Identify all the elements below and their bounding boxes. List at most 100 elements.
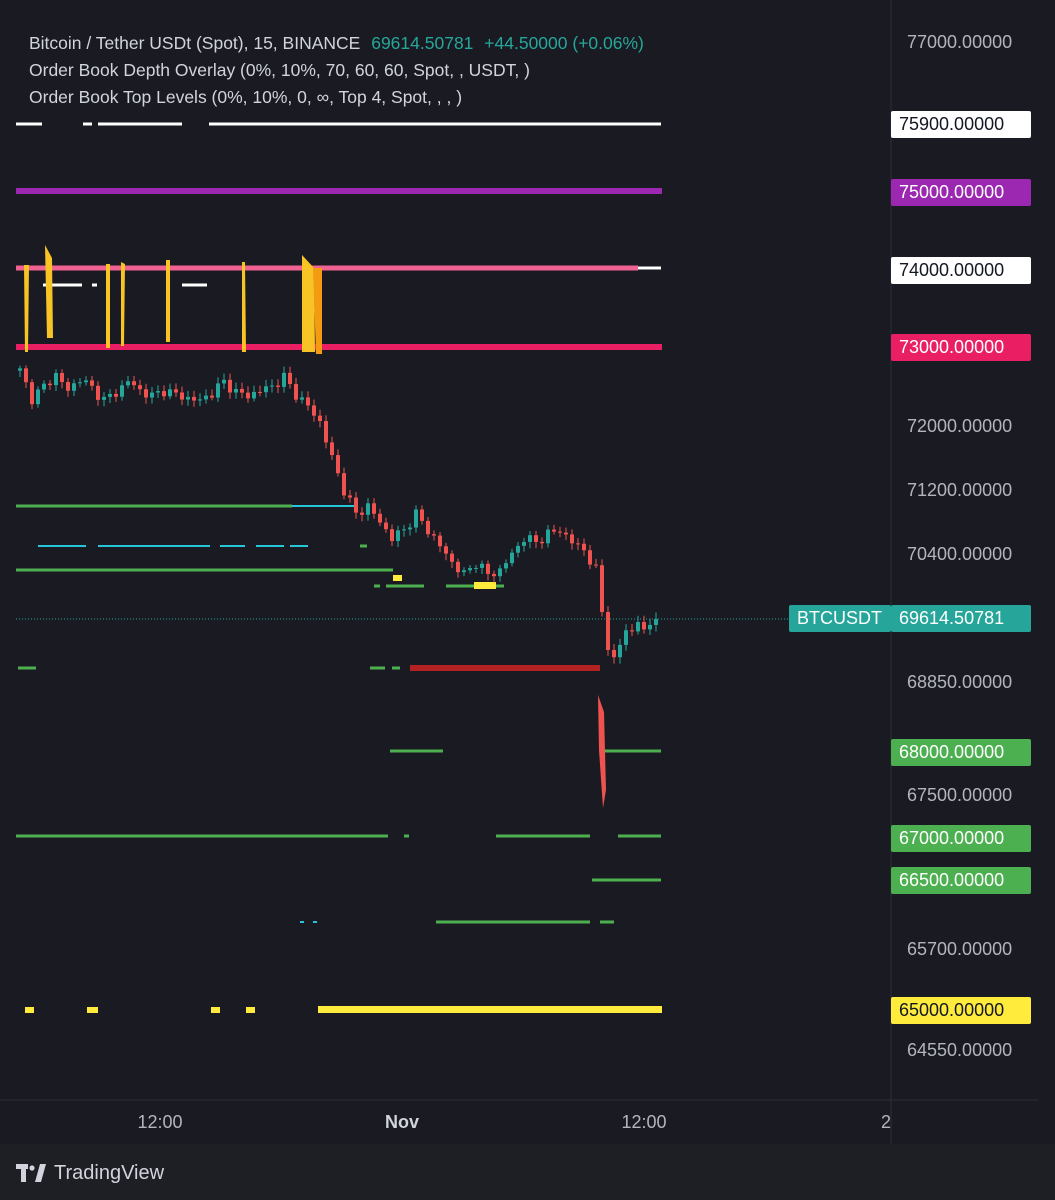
- candle-body: [348, 495, 352, 498]
- candle-body: [66, 382, 70, 391]
- y-tick-label: 64550.00000: [907, 1040, 1013, 1060]
- candle-body: [282, 372, 286, 387]
- candle-body: [84, 380, 88, 383]
- footer-bar: [0, 1144, 1055, 1200]
- candle-body: [378, 513, 382, 523]
- candle-body: [606, 612, 610, 651]
- price-tag-75900: 75900.00000: [891, 111, 1031, 138]
- candle-body: [162, 391, 166, 397]
- candle-body: [360, 512, 364, 515]
- y-tick-label: 70400.00000: [907, 544, 1013, 564]
- candle-body: [264, 386, 268, 393]
- candle-body: [18, 368, 22, 371]
- candle-body: [612, 650, 616, 658]
- candle-body: [366, 503, 370, 515]
- candle-body: [480, 563, 484, 568]
- candle-body: [42, 383, 46, 390]
- symbol-title: Bitcoin / Tether USDt (Spot), 15, BINANC…: [29, 33, 361, 53]
- candle-body: [654, 618, 658, 625]
- candle-body: [558, 531, 562, 533]
- candle-body: [588, 550, 592, 565]
- candle-body: [618, 644, 622, 658]
- liquidity-spikes: [24, 245, 322, 354]
- candle-body: [234, 388, 238, 393]
- candle-body: [120, 385, 124, 397]
- candle-body: [288, 372, 292, 385]
- candle-body: [180, 392, 184, 400]
- candle-body: [468, 568, 472, 571]
- candle-body: [126, 381, 130, 386]
- candle-body: [60, 372, 64, 383]
- candle-body: [294, 384, 298, 400]
- candle-body: [492, 573, 496, 577]
- candle-body: [216, 383, 220, 398]
- candle-body: [90, 380, 94, 386]
- candle-body: [150, 392, 154, 398]
- candle-body: [186, 396, 190, 400]
- indicator-legend-depth-overlay[interactable]: Order Book Depth Overlay (0%, 10%, 70, 6…: [29, 60, 530, 80]
- order-book-levels: [16, 122, 662, 1013]
- candle-body: [312, 405, 316, 416]
- candle-body: [306, 397, 310, 406]
- candle-body: [504, 563, 508, 569]
- candle-body: [552, 529, 556, 532]
- tradingview-branding[interactable]: TradingView: [16, 1160, 164, 1186]
- candle-body: [582, 543, 586, 551]
- price-tag-75000: 75000.00000: [891, 179, 1031, 206]
- legend-change: +44.50000 (+0.06%): [484, 33, 644, 53]
- candle-body: [486, 563, 490, 574]
- candle-body: [270, 385, 274, 387]
- candle-body: [276, 385, 280, 387]
- candle-body: [210, 395, 214, 398]
- candle-body: [636, 622, 640, 632]
- candle-body: [546, 529, 550, 544]
- candle-body: [528, 535, 532, 542]
- indicator-legend-top-levels[interactable]: Order Book Top Levels (0%, 10%, 0, ∞, To…: [29, 87, 463, 107]
- candle-body: [498, 568, 502, 577]
- candle-body: [354, 497, 358, 513]
- legend-price: 69614.50781: [371, 33, 474, 53]
- candle-body: [402, 529, 406, 531]
- candle-body: [246, 392, 250, 399]
- candle-body: [30, 382, 34, 405]
- candle-body: [342, 473, 346, 496]
- candle-body: [630, 630, 634, 632]
- y-tick-label: 68850.00000: [907, 672, 1013, 692]
- symbol-legend-row[interactable]: Bitcoin / Tether USDt (Spot), 15, BINANC…: [29, 30, 644, 57]
- candle-body: [576, 543, 580, 545]
- candle-body: [114, 393, 118, 397]
- tradingview-label: TradingView: [54, 1161, 165, 1184]
- candle-body: [138, 385, 142, 390]
- candle-body: [24, 368, 28, 383]
- candle-body: [102, 396, 106, 400]
- candle-body: [426, 520, 430, 535]
- candle-body: [474, 567, 478, 569]
- candle-body: [456, 561, 460, 573]
- candle-body: [96, 385, 100, 400]
- candle-body: [132, 381, 136, 386]
- candle-body: [396, 530, 400, 542]
- candle-body: [330, 442, 334, 456]
- candle-body: [204, 395, 208, 400]
- x-tick-label: 12:00: [621, 1112, 667, 1132]
- y-tick-label: 72000.00000: [907, 416, 1013, 436]
- price-tag-73000: 73000.00000: [891, 334, 1031, 361]
- candle-body: [390, 529, 394, 542]
- y-tick-label: 77000.00000: [907, 32, 1013, 52]
- symbol-price-tag: BTCUSDT: [789, 605, 891, 632]
- candle-body: [198, 399, 202, 401]
- price-tag-68000: 68000.00000: [891, 739, 1031, 766]
- candle-body: [522, 541, 526, 546]
- candle-body: [420, 509, 424, 521]
- candle-body: [192, 396, 196, 401]
- candle-body: [444, 546, 448, 554]
- candle-body: [240, 388, 244, 393]
- price-tag-74000: 74000.00000: [891, 257, 1031, 284]
- candle-body: [48, 383, 52, 386]
- candle-body: [258, 391, 262, 393]
- x-tick-label: Nov: [384, 1112, 420, 1132]
- price-tag-66500: 66500.00000: [891, 867, 1031, 894]
- y-tick-label: 67500.00000: [907, 785, 1013, 805]
- candle-body: [450, 553, 454, 562]
